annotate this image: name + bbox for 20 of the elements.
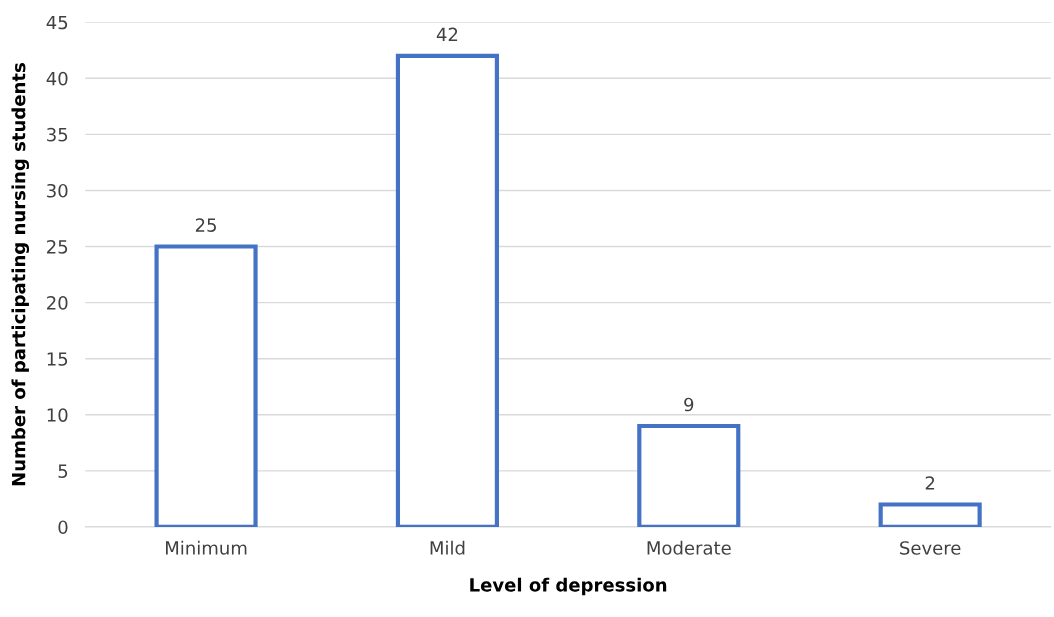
data-label: 25 <box>195 218 216 232</box>
y-tick-label: 10 <box>47 408 68 422</box>
x-tick-label: Moderate <box>647 540 731 555</box>
x-tick-label: Minimum <box>165 540 247 555</box>
data-label: 9 <box>684 397 694 412</box>
data-label: 2 <box>925 476 935 490</box>
y-tick-label: 15 <box>47 352 68 366</box>
x-axis-title: Level of depression <box>470 577 667 596</box>
y-tick-label: 30 <box>47 183 68 198</box>
x-tick-label: Severe <box>900 541 961 555</box>
y-tick-label: 0 <box>58 520 68 535</box>
y-tick-label: 45 <box>46 15 68 30</box>
y-tick-label: 5 <box>58 464 68 478</box>
y-tick-label: 40 <box>46 71 68 86</box>
y-tick-label: 25 <box>47 239 68 254</box>
x-tick-label: Mild <box>430 540 465 555</box>
data-label: 42 <box>436 27 458 41</box>
y-tick-label: 35 <box>47 127 68 142</box>
y-tick-label: 20 <box>47 296 68 310</box>
y-axis-title: Number of participating nursing students <box>11 63 30 486</box>
